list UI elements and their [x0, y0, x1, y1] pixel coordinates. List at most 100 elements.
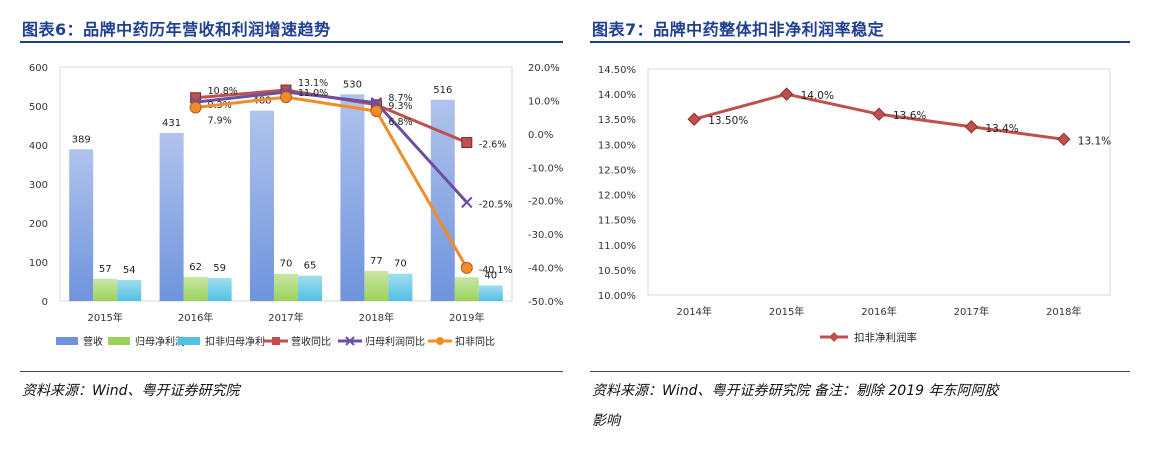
y-tick-label: 500	[29, 102, 48, 113]
marker-square	[461, 137, 473, 149]
marker-diamond	[1057, 132, 1071, 147]
y-tick-label: 13.00%	[598, 140, 636, 151]
line-value-label: 11.0%	[298, 88, 328, 99]
bar-value-label: 530	[343, 79, 362, 90]
x-tick-label: 2016年	[861, 305, 896, 318]
bar-value-label: 40	[484, 270, 497, 281]
bar-value-label: 65	[304, 261, 317, 272]
line-value-label: 6.8%	[388, 117, 412, 128]
right-figure: 图表7：品牌中药整体扣非净利润率稳定 10.00% 10.50% 11.00% 11.…	[590, 0, 1157, 458]
legend-marker	[272, 337, 280, 345]
line-value-label: -20.5%	[479, 199, 513, 210]
right-figure-title: 图表7：品牌中药整体扣非净利润率稳定	[592, 20, 885, 39]
bar-value-label: 516	[433, 85, 452, 96]
x-tick-label: 2014年	[676, 305, 711, 318]
line-扣非同比	[195, 95, 469, 269]
legend-label: 营收同比	[291, 335, 331, 348]
bar-扣非归母净利	[117, 279, 142, 301]
x-tick-label: 2017年	[268, 311, 303, 324]
x-tick-label: 2015年	[87, 311, 122, 324]
bar-归母净利润	[364, 270, 389, 301]
plot-area	[647, 68, 1111, 296]
bar-value-label: 54	[123, 265, 136, 276]
marker-diamond	[872, 107, 886, 121]
bar-扣非归母净利	[298, 275, 322, 301]
marker-diamond	[687, 112, 701, 126]
bar-归母净利润	[454, 277, 479, 301]
right-title-rule	[590, 41, 1130, 43]
legend-label: 扣非净利润率	[854, 331, 917, 344]
y-tick-label: 11.00%	[598, 241, 636, 252]
line-value-label: 13.1%	[298, 78, 328, 89]
line-value-label: 8.7%	[388, 93, 412, 104]
line-value-label: -2.6%	[479, 140, 507, 151]
y-tick-label: 11.50%	[598, 216, 636, 227]
line-value-label: -40.1%	[479, 265, 513, 276]
y-tick-label: 200	[29, 219, 48, 230]
bar-营收	[159, 132, 184, 301]
marker-circle	[189, 101, 202, 114]
y-tick-label: 100	[29, 258, 48, 269]
legend-swatch	[108, 337, 130, 345]
bar-value-label: 70	[280, 259, 293, 270]
y-tick-label: 400	[29, 141, 48, 152]
x-tick-label: 2017年	[954, 305, 989, 318]
line-value-label: 9.3%	[388, 101, 412, 112]
y2-tick-label: -50.0%	[528, 297, 563, 308]
right-chart: 10.00% 10.50% 11.00% 11.50% 12.00% 12.50% 13.0…	[598, 65, 1111, 344]
bar-value-label: 70	[394, 259, 407, 270]
y2-tick-label: 0.0%	[528, 130, 553, 141]
marker-circle	[460, 261, 473, 274]
line-value-label: 13.6%	[893, 110, 926, 122]
y2-tick-label: -20.0%	[528, 197, 563, 208]
bar-营收	[250, 110, 274, 302]
right-source-line1: 资料来源：Wind、粤开证券研究院 备注：剔除 2019 年东阿阿胶	[592, 383, 999, 399]
left-figure: 图表6：品牌中药历年营收和利润增速趋势 0 100 200 300 400 500 600 -…	[0, 0, 565, 458]
bar-value-label: 77	[370, 256, 383, 267]
x-tick-label: 2019年	[449, 311, 484, 324]
y-tick-label: 12.50%	[598, 165, 636, 176]
legend-marker	[345, 336, 355, 346]
bar-扣非归母净利	[388, 273, 413, 301]
marker-circle	[370, 105, 383, 118]
bar-归母净利润	[93, 278, 118, 301]
bar-归母净利润	[274, 273, 298, 301]
y-tick-label: 10.00%	[598, 291, 636, 302]
bar-扣非归母净利	[207, 277, 232, 301]
bar-value-label: 59	[213, 263, 226, 274]
legend-swatch	[178, 337, 200, 345]
right-source-line2: 影响	[592, 413, 620, 429]
legend-label: 归母利润同比	[365, 335, 425, 348]
y2-tick-label: -40.0%	[528, 264, 563, 275]
x-tick-label: 2018年	[359, 311, 394, 324]
y2-tick-label: -30.0%	[528, 230, 563, 241]
bar-营收	[69, 149, 94, 301]
y2-tick-label: 20.0%	[528, 63, 560, 74]
line-value-label: 13.4%	[985, 123, 1018, 135]
line-value-label: 14.0%	[801, 90, 834, 102]
x-tick-label: 2018年	[1046, 305, 1081, 318]
y-tick-label: 13.50%	[598, 115, 636, 126]
legend-label: 扣非归母净利	[205, 335, 265, 348]
y2-tick-label: 10.0%	[528, 96, 560, 107]
bar-value-label: 62	[189, 262, 202, 273]
y-tick-label: 14.50%	[598, 65, 636, 76]
bar-扣非归母净利	[478, 285, 503, 301]
legend-label: 归母净利润	[135, 335, 185, 348]
bar-value-label: 57	[99, 264, 112, 275]
legend-marker	[436, 337, 444, 345]
y-tick-label: 300	[29, 180, 48, 191]
left-chart: 0 100 200 300 400 500 600 -50.0% -40.0% -30.0% -20…	[29, 63, 563, 348]
marker-x	[461, 196, 473, 209]
line-value-label: 13.1%	[1078, 135, 1111, 147]
y-tick-label: 600	[29, 63, 48, 74]
y-tick-label: 12.00%	[598, 191, 636, 202]
left-source-rule	[20, 371, 563, 372]
bar-value-label: 431	[162, 118, 181, 129]
bar-value-label: 389	[72, 134, 91, 145]
marker-diamond	[779, 87, 794, 101]
y-tick-label: 0	[42, 297, 48, 308]
marker-diamond	[964, 120, 979, 134]
legend-swatch	[56, 337, 78, 345]
y-tick-label: 14.00%	[598, 90, 636, 101]
